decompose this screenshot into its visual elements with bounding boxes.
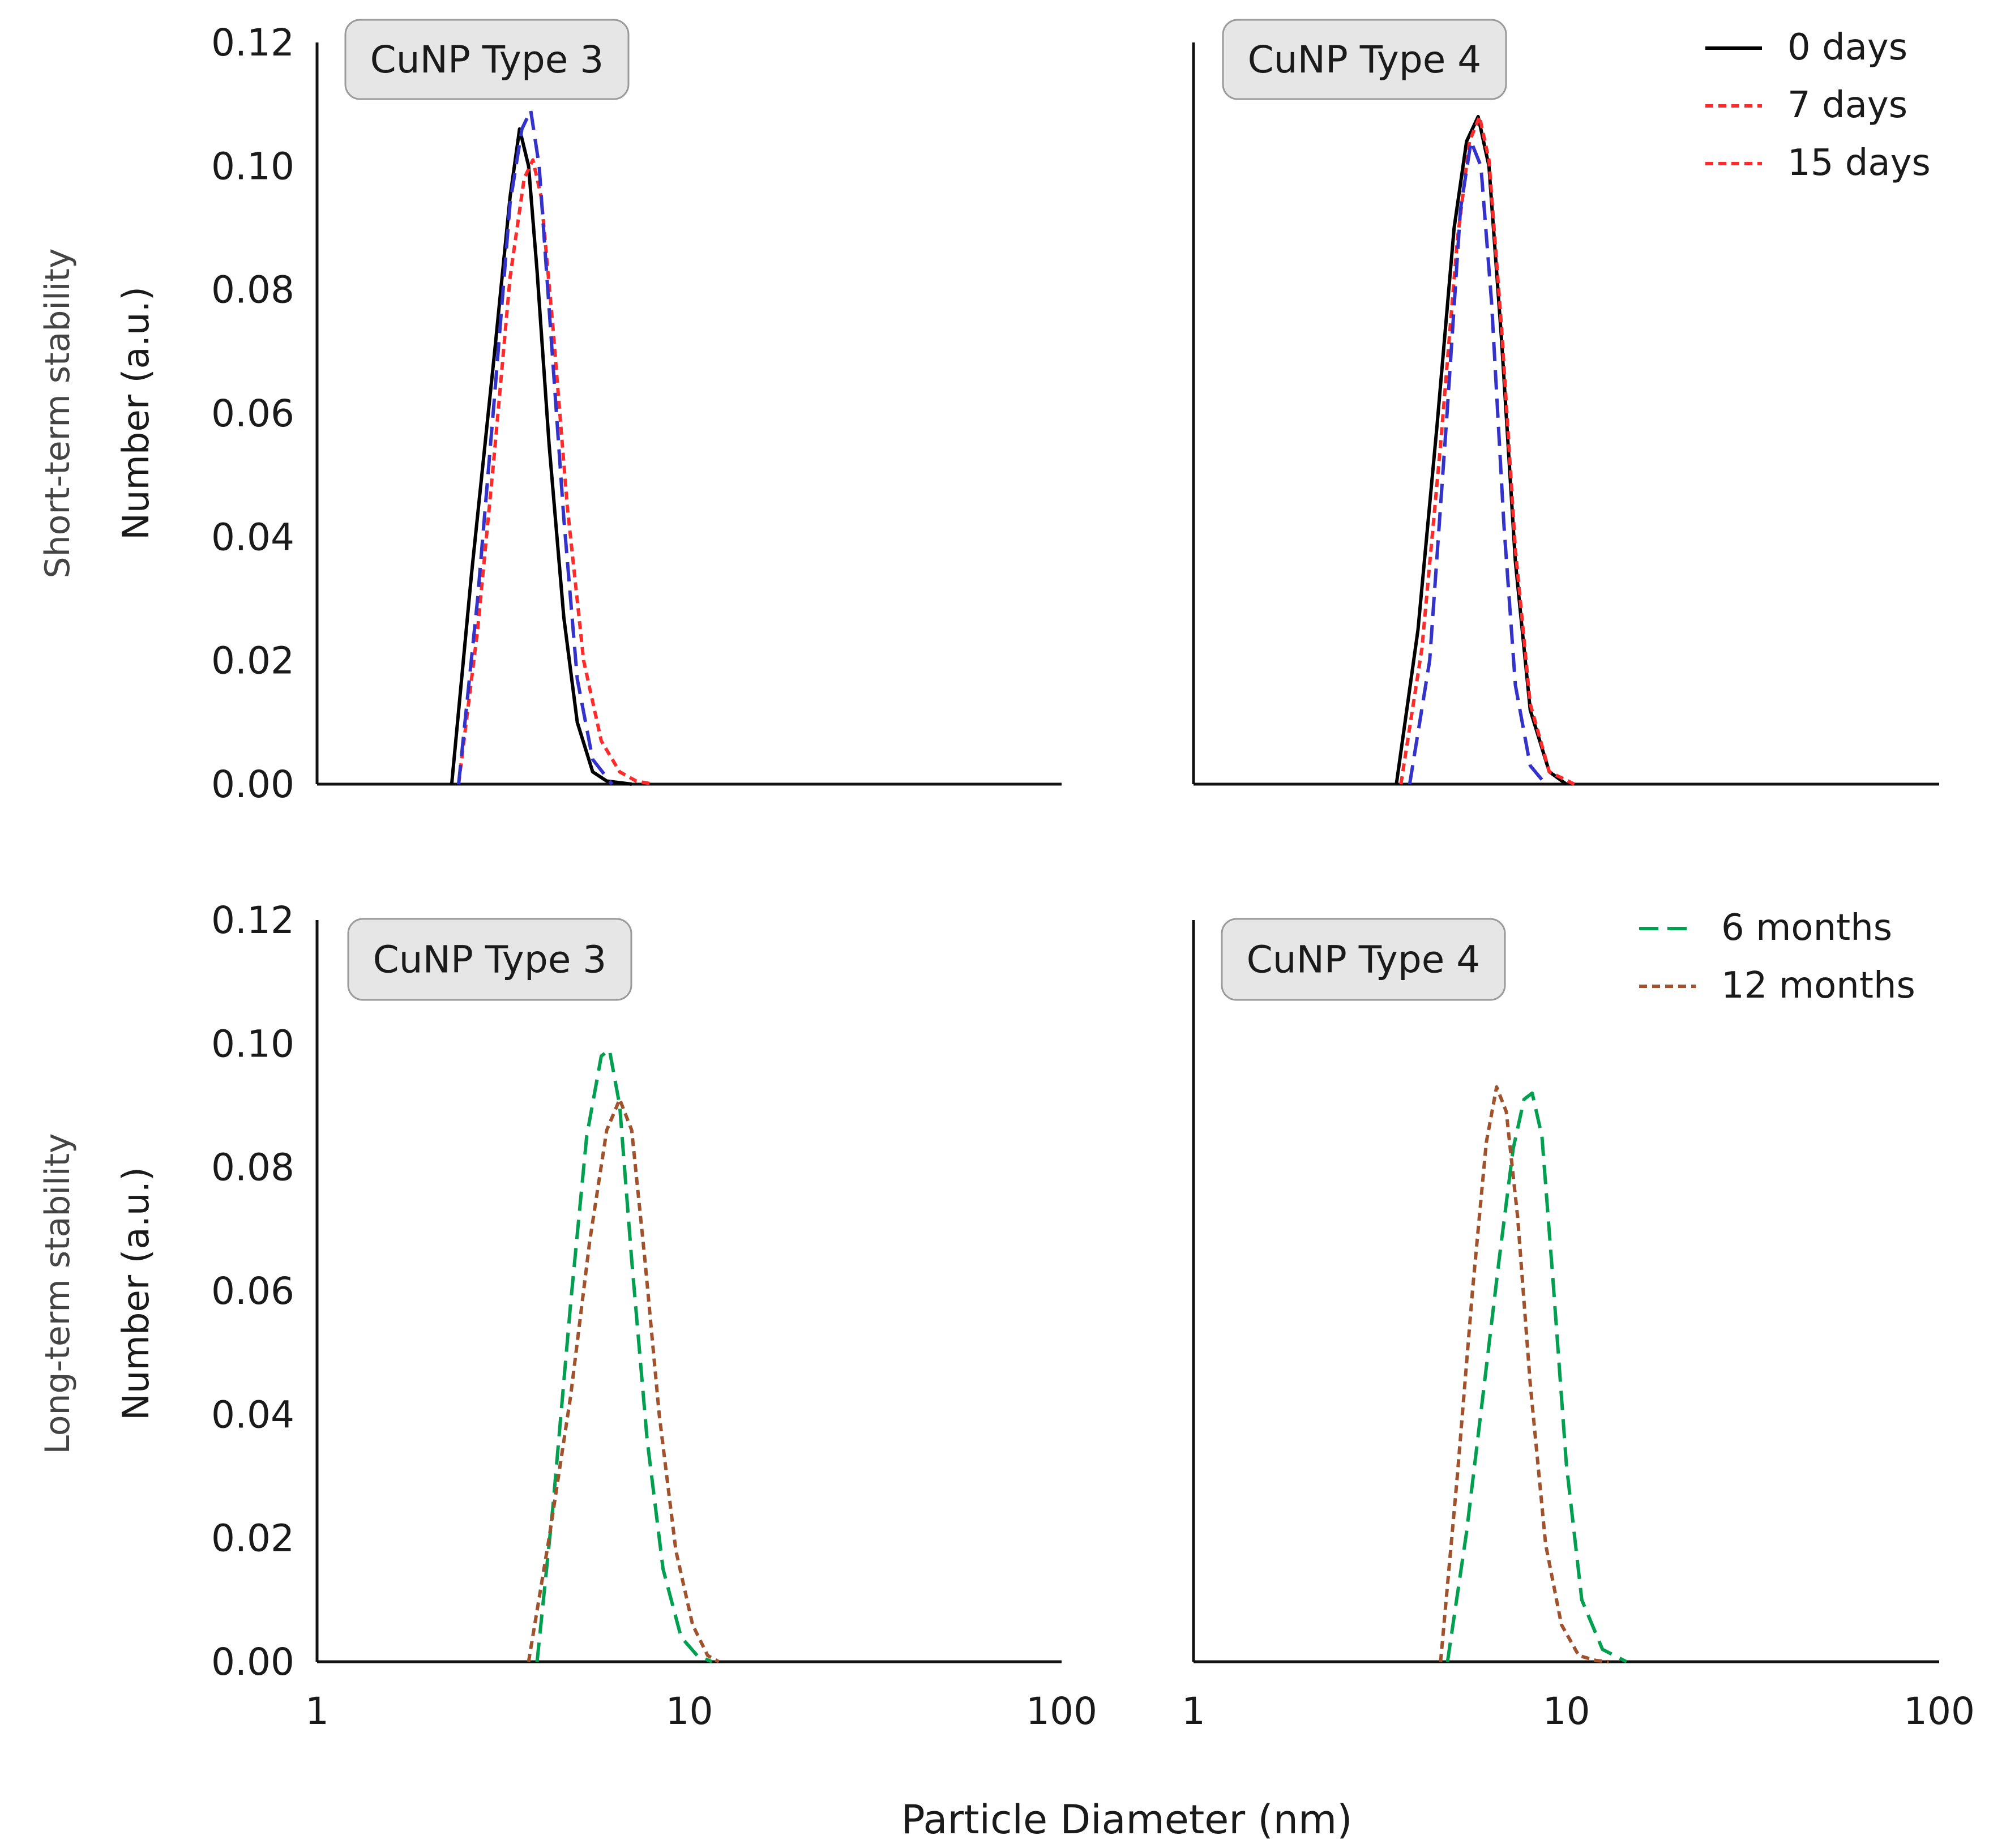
ylabel-long-term: Number (a.u.) [116, 1167, 157, 1421]
x-tick-label: 100 [1026, 1689, 1097, 1733]
panel-3: 0.00 0.02 0.04 0.06 0.08 0.10 0.12 1 10 100 CuNP T… [211, 899, 1097, 1733]
y-tick-label: 0.04 [211, 1393, 294, 1436]
series-line-0-days [1395, 115, 1568, 786]
series-line-0-days [450, 127, 632, 786]
series-line-12-months [527, 1097, 720, 1663]
ylabel-short-term: Number (a.u.) [116, 286, 157, 540]
panel-title: CuNP Type 4 [1248, 38, 1482, 82]
panel-title-box [1222, 19, 1507, 100]
y-tick-label: 0.12 [211, 21, 294, 65]
row-label-long-term: Long-term stability [38, 1133, 78, 1454]
panel-title: CuNP Type 3 [373, 938, 607, 982]
y-tick-label: 0.12 [211, 899, 294, 942]
legend: 6 months 12 months [1639, 907, 1915, 1007]
y-tick-label: 0.04 [211, 515, 294, 559]
panel-title-box [347, 918, 632, 1001]
y-tick-label: 0.08 [211, 268, 294, 312]
legend-label: 7 days [1787, 84, 1907, 126]
series-line-7-days [1399, 115, 1575, 786]
panel-2: CuNP Type 4 [1192, 19, 1939, 786]
y-tick-label: 0.10 [211, 144, 294, 188]
panel-title: CuNP Type 3 [370, 38, 604, 82]
y-tick-label: 0.00 [211, 763, 294, 806]
series-line-6-months [1445, 1091, 1628, 1663]
panel-1: 0.00 0.02 0.04 0.06 0.08 0.10 0.12 CuNP Type 3 0… [211, 19, 1931, 806]
y-tick-label: 0.10 [211, 1022, 294, 1066]
x-tick-label: 1 [305, 1689, 329, 1733]
panel-4: 1 10 100 CuNP Type 4 6 months 12 months [1182, 907, 1975, 1733]
x-tick-label: 100 [1904, 1689, 1975, 1733]
x-tick-label: 10 [666, 1689, 713, 1733]
panel-title-box [1221, 918, 1506, 1001]
y-tick-label: 0.06 [211, 392, 294, 435]
y-tick-label: 0.00 [211, 1640, 294, 1684]
series-line-15-days [1408, 139, 1547, 785]
series-line-15-days [457, 109, 614, 785]
legend-label: 0 days [1787, 27, 1907, 69]
x-tick-label: 1 [1182, 1689, 1205, 1733]
series-line-6-months [535, 1048, 713, 1663]
panel-title-box [344, 19, 630, 100]
y-tick-label: 0.08 [211, 1146, 294, 1190]
y-tick-label: 0.06 [211, 1269, 294, 1313]
y-tick-label: 0.02 [211, 1517, 294, 1560]
legend-label: 6 months [1721, 907, 1892, 949]
legend-label: 15 days [1787, 142, 1931, 184]
y-tick-label: 0.02 [211, 639, 294, 683]
legend: 0 days 7 days 15 days [1705, 27, 1931, 184]
series-line-12-months [1439, 1085, 1609, 1663]
x-tick-label: 10 [1543, 1689, 1590, 1733]
row-label-short-term: Short-term stability [38, 249, 78, 579]
legend-label: 12 months [1721, 965, 1915, 1007]
panel-title: CuNP Type 4 [1247, 938, 1481, 982]
x-axis-label: Particle Diameter (nm) [901, 1796, 1352, 1843]
